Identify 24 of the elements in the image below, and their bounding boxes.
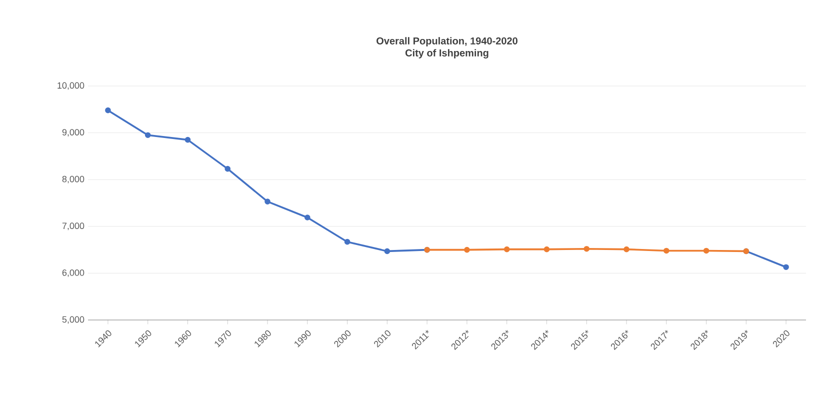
point xyxy=(224,166,231,172)
point xyxy=(703,248,710,254)
point xyxy=(264,198,270,204)
chart-subtitle: City of Ishpeming xyxy=(405,49,488,58)
y-tick-label: 8,000 xyxy=(62,176,84,184)
point xyxy=(504,246,510,252)
point xyxy=(105,107,111,114)
point xyxy=(304,214,310,220)
point xyxy=(584,246,590,252)
point xyxy=(384,248,390,254)
point xyxy=(544,246,550,252)
point xyxy=(783,264,789,270)
point xyxy=(464,246,470,253)
point xyxy=(144,132,151,138)
y-tick-label: 6,000 xyxy=(62,269,84,277)
y-tick-label: 9,000 xyxy=(62,129,84,137)
point xyxy=(344,238,350,245)
y-tick-label: 5,000 xyxy=(62,316,84,324)
y-tick-label: 7,000 xyxy=(62,222,84,230)
y-tick-label: 10,000 xyxy=(58,82,84,90)
point xyxy=(624,246,630,252)
point xyxy=(184,136,191,143)
chart-title: Overall Population, 1940-2020 xyxy=(376,37,518,46)
point xyxy=(663,248,670,254)
